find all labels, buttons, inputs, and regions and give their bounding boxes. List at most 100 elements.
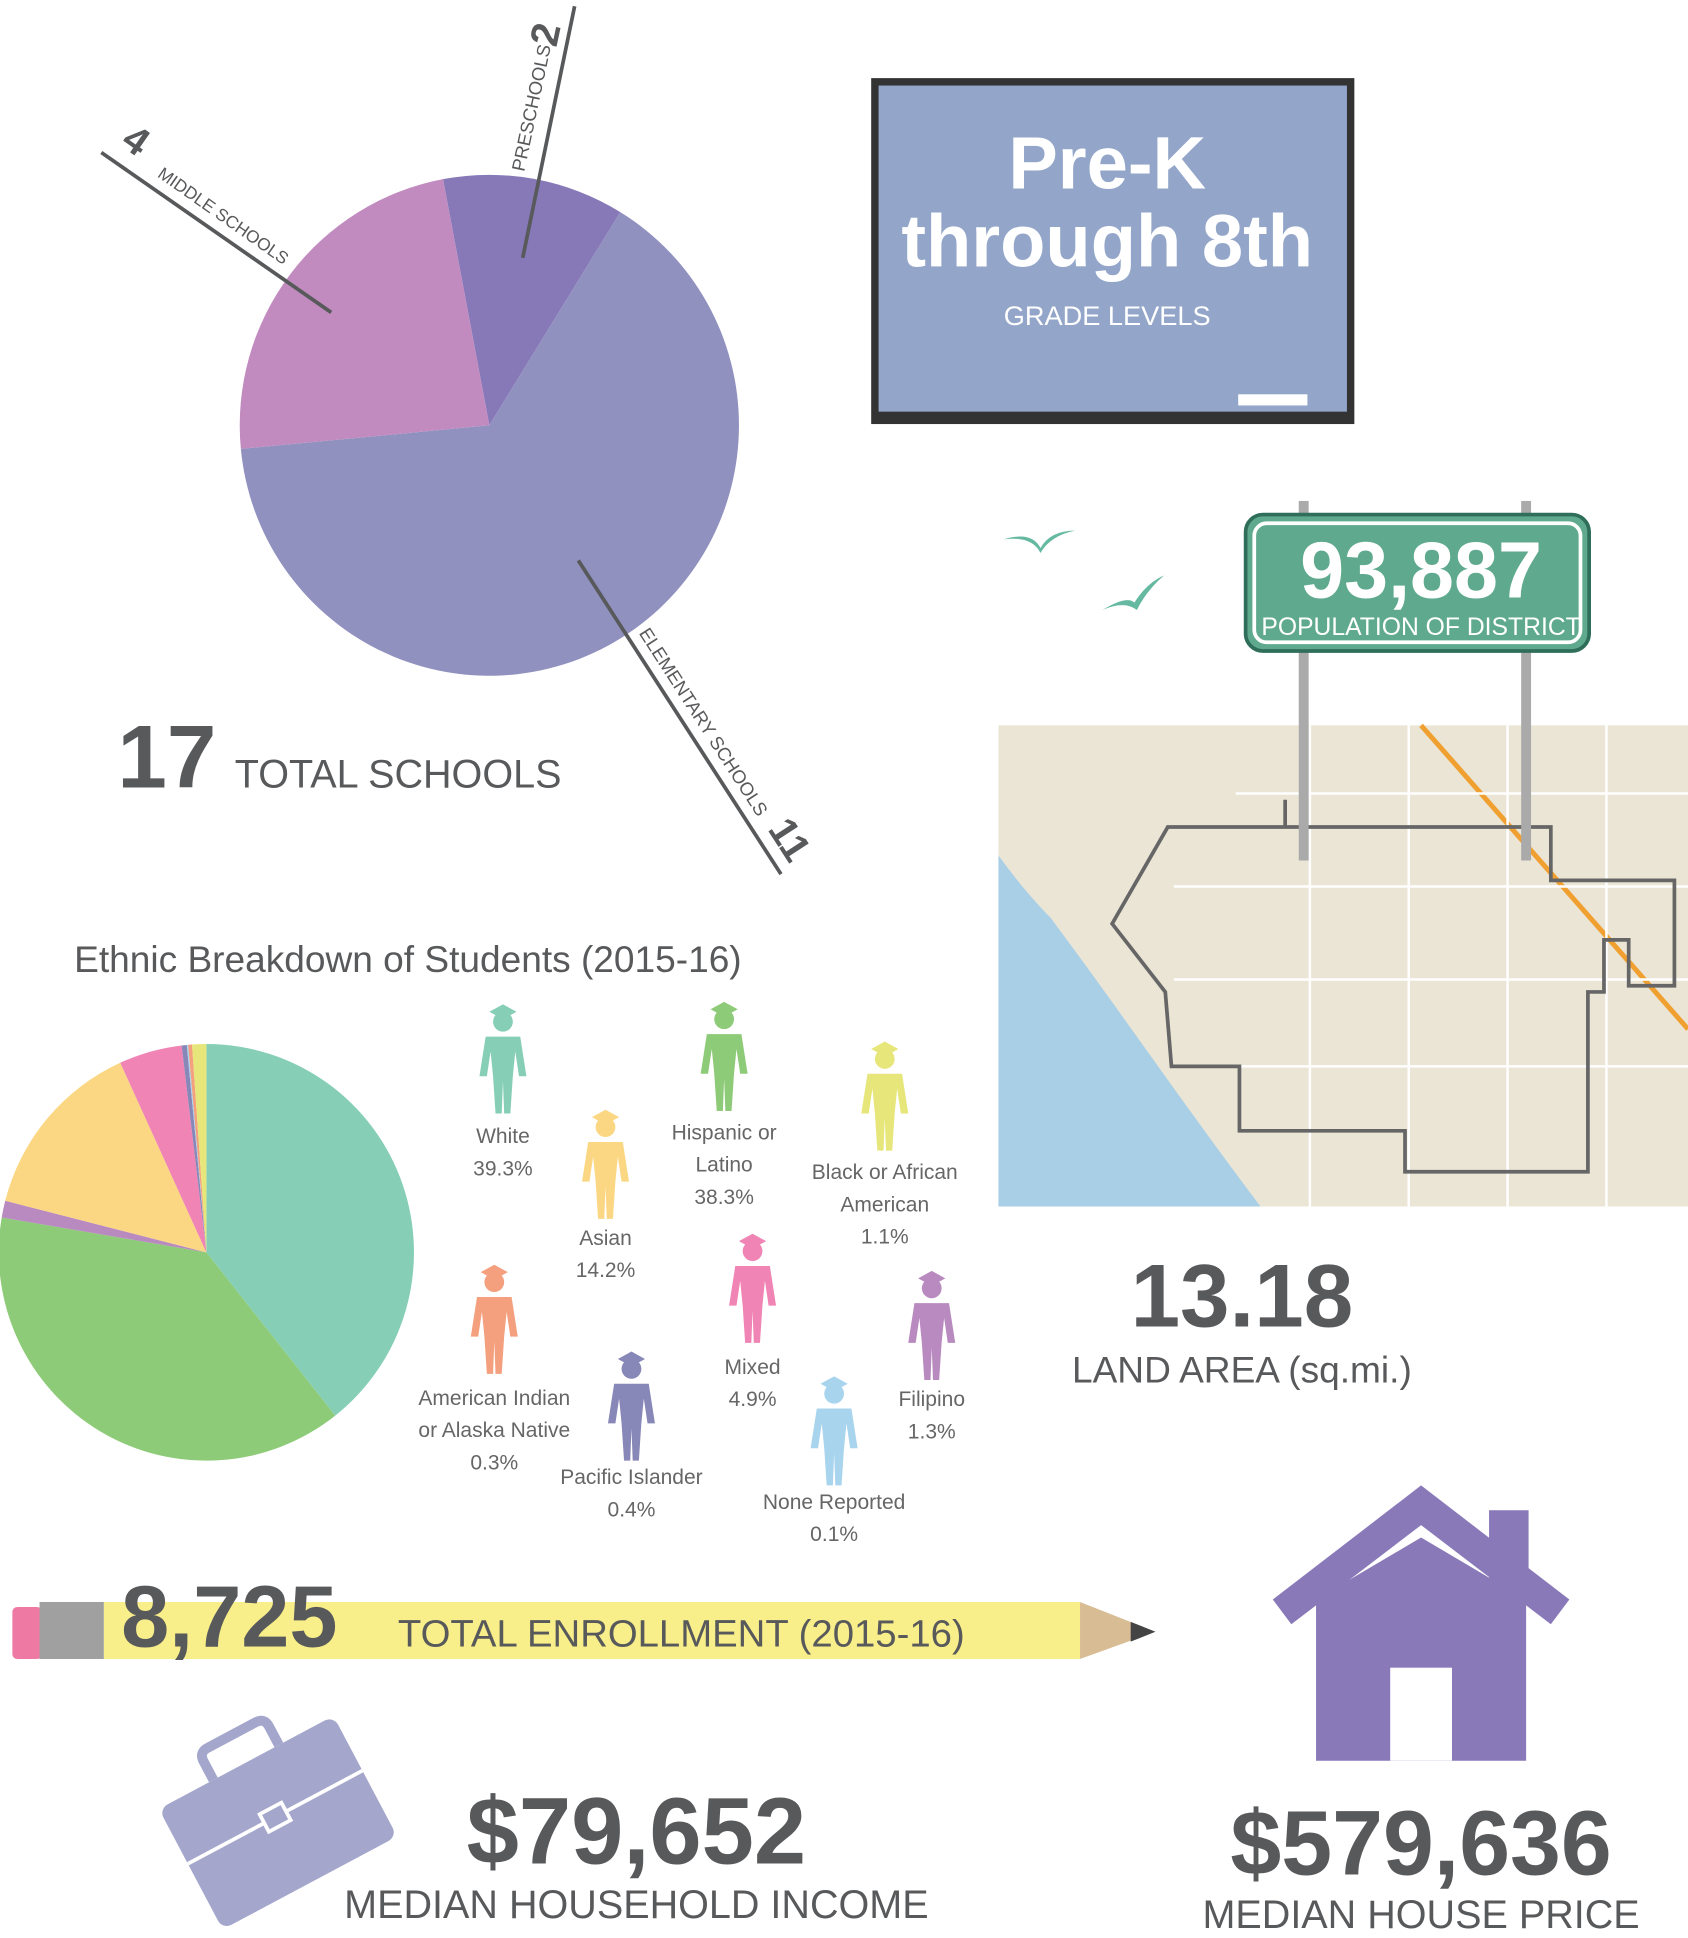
- grade-line1: Pre-K: [1008, 121, 1206, 204]
- population-value: 93,887: [1300, 526, 1542, 615]
- legend-value: 4.9%: [728, 1387, 777, 1412]
- house: [1272, 1485, 1570, 1761]
- legend-box: Mixed 4.9%: [660, 1352, 845, 1416]
- person-icon: [470, 1264, 518, 1374]
- map-ocean: [998, 855, 1261, 1207]
- person-icon: [479, 1004, 527, 1114]
- house-price-value: $579,636: [1230, 1793, 1611, 1895]
- legend-entry: Hispanic or Latino 38.3%: [631, 1117, 816, 1214]
- head: [595, 1117, 616, 1138]
- total-schools-label: TOTAL SCHOOLS: [235, 752, 562, 796]
- body: [479, 1036, 527, 1114]
- pencil-ferrule: [39, 1601, 104, 1660]
- legend-name: Asian: [579, 1226, 632, 1250]
- legend-value: 1.1%: [860, 1225, 909, 1249]
- sign-border: [1252, 521, 1583, 645]
- body: [700, 1034, 748, 1111]
- pie-slice: [181, 1044, 207, 1253]
- legend-box: Filipino 1.3%: [839, 1384, 1024, 1448]
- legend-value: 1.3%: [907, 1419, 956, 1444]
- legend-value: 14.2%: [575, 1258, 636, 1283]
- land-area-value: 13.18: [1131, 1246, 1354, 1346]
- pie-slice: [1, 1200, 207, 1253]
- leader-line: [576, 559, 783, 876]
- pie-slice: [443, 174, 621, 426]
- pencil-body: [103, 1601, 1081, 1660]
- legend-entry: American Indian or Alaska Native 0.3%: [418, 1386, 570, 1475]
- legend-name: None Reported: [762, 1490, 906, 1514]
- slice-value: 4: [114, 116, 157, 165]
- briefcase: [162, 1715, 394, 1926]
- head: [621, 1358, 642, 1379]
- pie-slice: [5, 1062, 207, 1253]
- head: [921, 1278, 942, 1299]
- body: [908, 1303, 956, 1381]
- pie-slice: [120, 1045, 207, 1253]
- legend-entry: White 39.3%: [410, 1121, 595, 1185]
- sign-post: [1298, 500, 1309, 861]
- body: [582, 1141, 629, 1219]
- legend-box: Black or African American 1.1%: [792, 1157, 977, 1254]
- leader-line: [520, 5, 577, 259]
- person-icon: [908, 1270, 956, 1381]
- leader-line: [100, 150, 333, 314]
- head: [874, 1048, 895, 1069]
- legend-name: Pacific Islander: [560, 1465, 703, 1490]
- enrollment-label: TOTAL ENROLLMENT (2015-16): [398, 1613, 965, 1656]
- legend-entry: Mixed 4.9%: [660, 1352, 845, 1416]
- legend-value: 38.3%: [694, 1185, 754, 1209]
- body: [810, 1408, 858, 1486]
- legend-name: Filipino: [898, 1387, 966, 1412]
- slice-value: 11: [760, 810, 820, 869]
- head: [484, 1272, 505, 1292]
- legend-box: White 39.3%: [410, 1121, 595, 1185]
- legend-value: 0.3%: [470, 1450, 519, 1475]
- pie-slice: [188, 1044, 207, 1253]
- body: [607, 1383, 655, 1461]
- pie-slice: [240, 212, 739, 676]
- person-icon: [861, 1041, 909, 1151]
- legend-value: 39.3%: [473, 1156, 533, 1181]
- pie-slice: [239, 179, 490, 449]
- legend-entry: Black or African American 1.1%: [792, 1157, 977, 1254]
- head: [714, 1009, 735, 1030]
- head: [493, 1011, 513, 1032]
- house-door: [1390, 1667, 1452, 1761]
- legend-box: Hispanic or Latino 38.3%: [631, 1117, 816, 1214]
- grade-line2: through 8th: [901, 199, 1313, 282]
- legend-entry: Pacific Islander 0.4%: [560, 1465, 703, 1522]
- income-label: MEDIAN HOUSEHOLD INCOME: [344, 1883, 928, 1927]
- head: [824, 1383, 844, 1404]
- legend-name: Black or African American: [811, 1160, 958, 1217]
- slice-label: PRESCHOOLS: [508, 42, 555, 173]
- sign: [1243, 512, 1591, 653]
- legend-name: Hispanic or Latino: [671, 1120, 777, 1177]
- district-boundary: [1109, 799, 1677, 1174]
- legend-entry: Filipino 1.3%: [839, 1384, 1024, 1448]
- body: [861, 1073, 909, 1151]
- land-area-label: LAND AREA (sq.mi.): [1072, 1348, 1412, 1390]
- house-price-label: MEDIAN HOUSE PRICE: [1202, 1893, 1639, 1937]
- person-icon: [700, 1001, 748, 1111]
- sign-post: [1521, 500, 1532, 861]
- legend-box: Asian 14.2%: [513, 1223, 698, 1287]
- head: [742, 1241, 763, 1262]
- legend-entry: None Reported 0.1%: [762, 1490, 906, 1547]
- slice-value: 2: [522, 19, 570, 50]
- legend-value: 0.1%: [810, 1522, 859, 1547]
- person-icon: [729, 1233, 777, 1343]
- slice-label: ELEMENTARY SCHOOLS: [635, 624, 772, 820]
- person-icon: [607, 1351, 655, 1461]
- legend-name: Mixed: [724, 1355, 781, 1379]
- slice-label: MIDDLE SCHOOLS: [154, 163, 292, 268]
- income-value: $79,652: [467, 1778, 806, 1883]
- pencil-eraser: [12, 1606, 43, 1660]
- map-roads: [1173, 725, 1688, 1207]
- person-icon: [810, 1376, 858, 1486]
- bird: [1102, 575, 1165, 611]
- eraser: [1238, 394, 1308, 406]
- population-label: POPULATION OF DISTRICT: [1261, 614, 1580, 641]
- grade-label: GRADE LEVELS: [1004, 300, 1211, 331]
